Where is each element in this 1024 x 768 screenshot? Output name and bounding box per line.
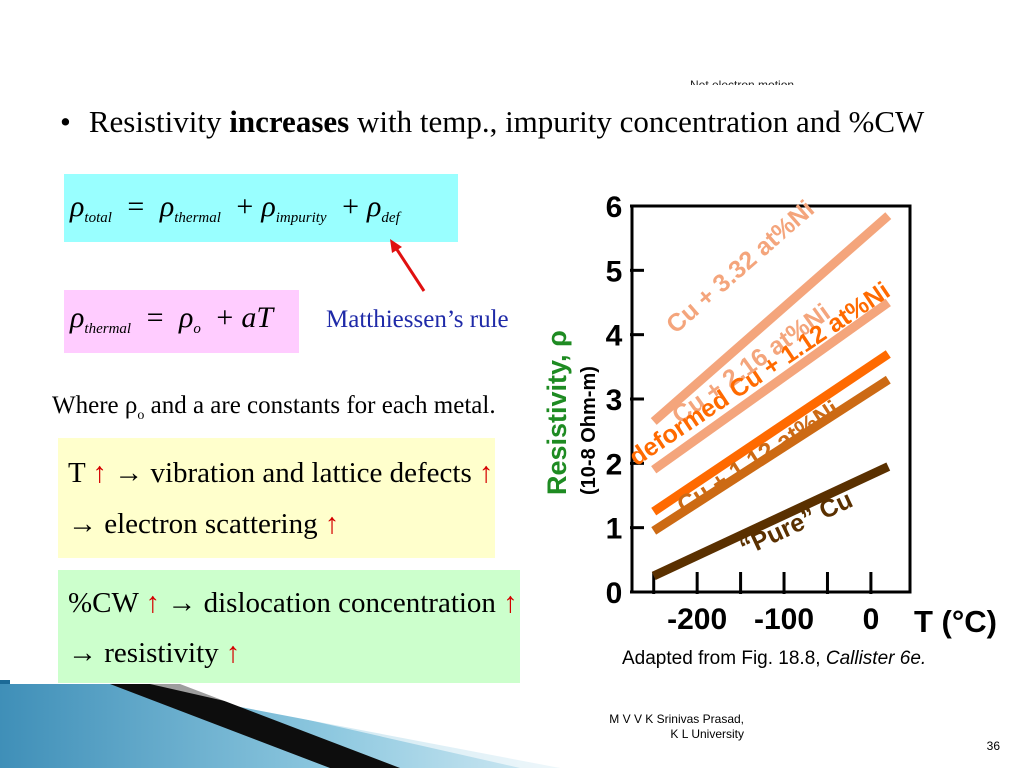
up-arrow-icon: ↑ — [225, 637, 241, 669]
temperature-line-1: T ↑ → vibration and lattice defects ↑ — [68, 457, 494, 489]
series-line — [651, 298, 891, 474]
cold-work-effect-box — [58, 570, 520, 683]
series-line — [651, 462, 891, 580]
bullet-statement: • Resistivity increases with temp., impur… — [60, 104, 924, 140]
thermal-resistivity-box — [64, 290, 299, 353]
page-number: 36 — [986, 739, 1000, 753]
bullet-icon: • — [60, 104, 71, 139]
cold-work-line-1: %CW ↑ → dislocation concentration ↑ — [68, 587, 518, 619]
y-tick-label: 6 — [606, 191, 623, 224]
bullet-suffix: with temp., impurity concentration and %… — [349, 104, 925, 139]
up-arrow-icon: ↑ — [92, 457, 107, 489]
total-resistivity-box — [64, 174, 458, 242]
constants-note: Where ρo and a are constants for each me… — [52, 392, 496, 423]
figure-caption: Adapted from Fig. 18.8, Callister 6e. — [622, 648, 927, 669]
decorative-swoosh — [0, 680, 560, 768]
cold-work-line-2: → resistivity ↑ — [68, 637, 241, 669]
y-tick-label: 5 — [606, 255, 623, 288]
y-tick-label: 0 — [606, 577, 623, 610]
y-tick-label: 4 — [606, 320, 623, 353]
up-arrow-icon: ↑ — [503, 587, 518, 619]
up-arrow-icon: ↑ — [324, 508, 340, 540]
series-label: “Pure” Cu — [736, 486, 857, 562]
y-tick-label: 2 — [606, 448, 623, 481]
x-tick-label: 0 — [863, 603, 880, 636]
y-axis-label: Resistivity, ρ — [542, 330, 572, 495]
bullet-prefix: Resistivity — [88, 104, 230, 139]
y-tick-label: 3 — [606, 384, 623, 417]
cutoff-caption: Net electron motion — [690, 78, 795, 85]
x-tick-label: -100 — [754, 603, 814, 636]
x-tick-label: -200 — [667, 603, 727, 636]
y-tick-label: 1 — [606, 513, 623, 546]
series-line — [650, 212, 892, 425]
red-arrow-icon — [390, 239, 426, 292]
temperature-line-2: → electron scattering ↑ — [68, 508, 340, 540]
series-line — [651, 375, 891, 535]
x-axis-label: T (°C) — [914, 604, 997, 639]
author-credit: M V V K Srinivas Prasad, K L University — [609, 712, 744, 741]
up-arrow-icon: ↑ — [478, 457, 494, 489]
matthiessens-rule-label: Matthiessen’s rule — [326, 306, 509, 333]
temperature-effect-box — [58, 438, 495, 558]
total-resistivity-equation: ρtotal = ρthermal + ρimpurity + ρdef — [70, 190, 400, 226]
y-axis-unit: (10-8 Ohm-m) — [578, 366, 600, 495]
series-line — [651, 350, 891, 516]
up-arrow-icon: ↑ — [145, 587, 161, 619]
thermal-resistivity-equation: ρthermal = ρo + aT — [70, 301, 274, 337]
bullet-bold: increases — [229, 104, 350, 139]
